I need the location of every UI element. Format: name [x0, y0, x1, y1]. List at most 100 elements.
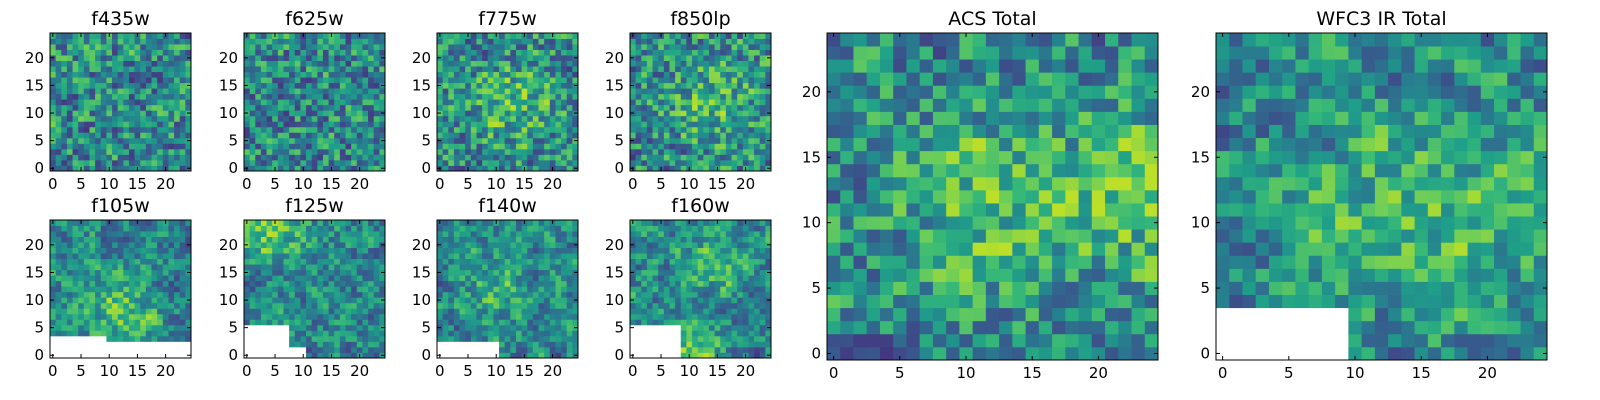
heatmap-cell	[260, 220, 267, 226]
heatmap-cell	[61, 330, 68, 337]
heatmap-cell	[272, 82, 279, 89]
heatmap-cell	[351, 44, 358, 50]
heatmap-cell	[532, 38, 539, 45]
heatmap-cell	[356, 346, 363, 353]
heatmap-cell	[100, 319, 107, 326]
heatmap-cell	[300, 143, 307, 150]
heatmap-cell	[277, 126, 284, 133]
heatmap-cell	[356, 291, 363, 298]
heatmap-cell	[106, 286, 113, 293]
heatmap-cell	[442, 38, 449, 45]
heatmap-cell	[311, 280, 318, 287]
heatmap-cell	[515, 324, 522, 331]
heatmap-cell	[311, 33, 318, 39]
heatmap-cell	[379, 33, 386, 39]
heatmap-cell	[55, 44, 62, 50]
heatmap-cell	[179, 55, 186, 61]
heatmap-cell	[95, 126, 102, 133]
heatmap-cell	[527, 159, 534, 166]
heatmap-cell	[328, 143, 335, 150]
heatmap-cell	[322, 302, 329, 309]
heatmap-cell	[510, 258, 517, 265]
heatmap-cell	[459, 308, 466, 315]
heatmap-cell	[748, 88, 755, 95]
heatmap-cell	[61, 148, 68, 155]
heatmap-cell	[493, 286, 500, 293]
heatmap-cell	[162, 308, 169, 315]
heatmap-cell	[663, 165, 670, 172]
heatmap-cell	[566, 77, 573, 84]
heatmap-cell	[731, 253, 738, 260]
heatmap-cell	[112, 236, 119, 243]
heatmap-cell	[737, 253, 744, 260]
heatmap-cell	[652, 319, 659, 326]
heatmap-cell	[339, 330, 346, 337]
heatmap-cell	[544, 286, 551, 293]
heatmap-cell	[61, 154, 68, 161]
heatmap-cell	[379, 335, 386, 342]
heatmap-cell	[322, 159, 329, 166]
heatmap-cell	[50, 264, 57, 271]
heatmap-cell	[306, 60, 313, 67]
heatmap-cell	[448, 275, 455, 282]
heatmap-cell	[368, 346, 375, 353]
heatmap-cell	[754, 126, 761, 133]
heatmap-cell	[527, 269, 534, 276]
heatmap-cell	[72, 93, 79, 100]
heatmap-cell	[356, 231, 363, 237]
heatmap-cell	[106, 44, 113, 50]
heatmap-cell	[117, 242, 124, 248]
heatmap-cell	[527, 110, 534, 117]
heatmap-cell	[720, 236, 727, 243]
heatmap-cell	[476, 38, 483, 45]
heatmap-cell	[748, 115, 755, 122]
heatmap-cell	[368, 143, 375, 150]
heatmap-cell	[742, 132, 749, 139]
heatmap-cell	[487, 225, 494, 232]
heatmap-cell	[686, 60, 693, 67]
heatmap-cell	[339, 77, 346, 84]
heatmap-cell	[437, 115, 444, 122]
heatmap-cell	[697, 308, 704, 315]
heatmap-cell	[117, 165, 124, 172]
heatmap-cell	[311, 297, 318, 304]
heatmap-cell	[692, 165, 699, 172]
heatmap-cell	[731, 335, 738, 342]
heatmap-cell	[289, 126, 296, 133]
heatmap-cell	[675, 71, 682, 78]
heatmap-cell	[162, 247, 169, 254]
heatmap-cell	[720, 231, 727, 237]
heatmap-cell	[145, 143, 152, 150]
heatmap-cell	[538, 242, 545, 248]
heatmap-cell	[72, 302, 79, 309]
heatmap-cell	[266, 297, 273, 304]
heatmap-cell	[322, 324, 329, 331]
heatmap-cell	[544, 55, 551, 61]
heatmap-cell	[521, 104, 528, 111]
heatmap-cell	[89, 291, 96, 298]
heatmap-cell	[487, 143, 494, 150]
heatmap-cell	[322, 242, 329, 248]
heatmap-cell	[476, 82, 483, 89]
heatmap-cell	[499, 275, 506, 282]
heatmap-cell	[476, 137, 483, 144]
heatmap-cell	[465, 49, 472, 56]
heatmap-cell	[351, 313, 358, 320]
heatmap-cell	[465, 275, 472, 282]
heatmap-cell	[448, 148, 455, 155]
heatmap-cell	[641, 126, 648, 133]
heatmap-cell	[566, 335, 573, 342]
heatmap-cell	[255, 286, 262, 293]
heatmap-cell	[168, 231, 175, 237]
heatmap-cell	[725, 236, 732, 243]
heatmap-cell	[697, 165, 704, 172]
heatmap-cell	[765, 60, 772, 67]
heatmap-cell	[373, 264, 380, 271]
heatmap-cell	[708, 99, 715, 106]
heatmap-cell	[61, 104, 68, 111]
heatmap-cell	[742, 253, 749, 260]
heatmap-cell	[538, 121, 545, 128]
heatmap-cell	[106, 38, 113, 45]
heatmap-cell	[179, 280, 186, 287]
